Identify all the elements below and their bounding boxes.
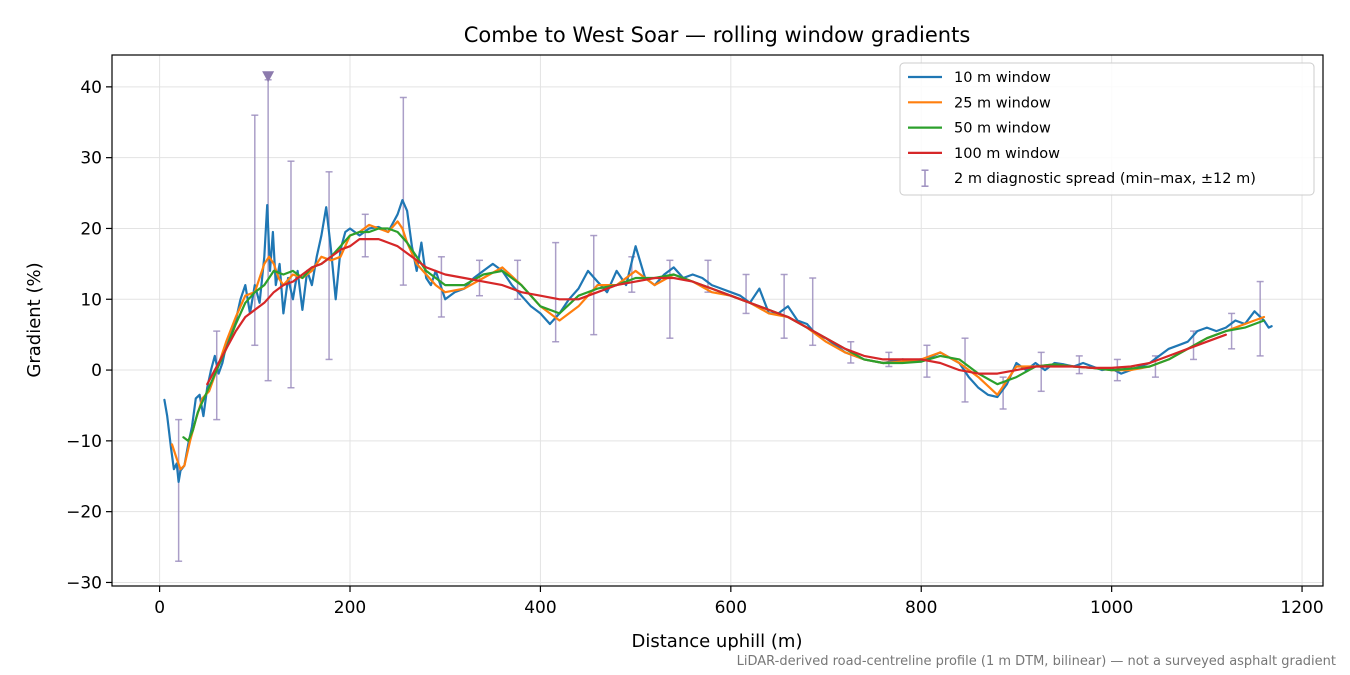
x-tick-label: 1000 — [1090, 598, 1133, 618]
y-tick-label: 0 — [91, 361, 102, 381]
clipped-spread-marker — [262, 71, 275, 83]
series-line — [163, 199, 1273, 483]
y-tick-label: −20 — [66, 503, 102, 523]
y-tick-label: 20 — [80, 219, 102, 239]
legend-box — [899, 62, 1315, 196]
legend-label: 2 m diagnostic spread (min–max, ±12 m) — [954, 171, 1256, 187]
y-axis-label: Gradient (%) — [24, 262, 45, 377]
y-axis-ticks: −30 −20 −10 0 10 20 30 40 — [66, 78, 112, 593]
legend-label: 10 m window — [954, 70, 1051, 86]
y-tick-label: −30 — [66, 573, 102, 593]
chart-title: Combe to West Soar — rolling window grad… — [464, 23, 971, 47]
series-line — [206, 238, 1227, 386]
x-tick-label: 0 — [154, 598, 165, 618]
plot-frame — [111, 54, 1324, 587]
x-tick-label: 400 — [524, 598, 556, 618]
series-lines — [163, 199, 1273, 483]
series-line — [182, 227, 1266, 442]
y-tick-label: −10 — [66, 432, 102, 452]
legend: 10 m window 25 m window 50 m window 100 m w… — [899, 62, 1315, 196]
y-tick-label: 30 — [80, 149, 102, 169]
x-axis-label: Distance uphill (m) — [632, 631, 803, 652]
x-axis-ticks: 0 200 400 600 800 1000 1200 — [154, 586, 1324, 618]
y-tick-label: 10 — [80, 290, 102, 310]
x-tick-label: 1200 — [1280, 598, 1323, 618]
legend-label: 50 m window — [954, 121, 1051, 137]
x-tick-label: 800 — [905, 598, 937, 618]
legend-label: 100 m window — [954, 146, 1060, 162]
diagnostic-spread-bars — [175, 71, 1264, 562]
y-tick-label: 40 — [80, 78, 102, 98]
footnote: LiDAR-derived road-centreline profile (1… — [737, 654, 1336, 669]
x-tick-label: 200 — [334, 598, 366, 618]
legend-label: 25 m window — [954, 95, 1051, 111]
x-tick-label: 600 — [715, 598, 747, 618]
